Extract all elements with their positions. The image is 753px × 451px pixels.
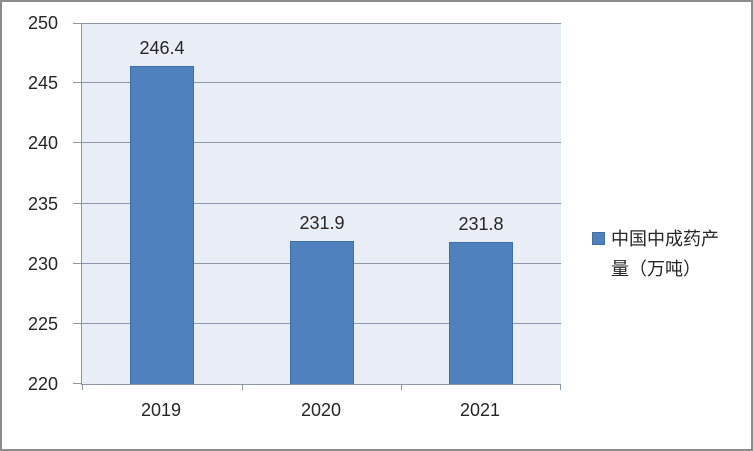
plot-area: 246.4 231.9 231.8 <box>73 23 561 390</box>
y-tick-label: 250 <box>27 13 58 33</box>
y-axis-tick <box>73 323 81 324</box>
y-tick-label: 225 <box>27 314 58 334</box>
y-axis-tick <box>73 82 81 83</box>
bar-2020 <box>290 241 354 384</box>
y-axis-tick <box>73 383 81 384</box>
x-tick-label: 2020 <box>300 400 342 420</box>
y-axis-tick <box>73 203 81 204</box>
gridline <box>82 82 561 83</box>
y-tick-label: 220 <box>27 374 58 394</box>
data-label: 231.9 <box>299 213 345 233</box>
gridline <box>82 203 561 204</box>
data-label: 231.8 <box>458 214 504 234</box>
gridline <box>82 142 561 143</box>
legend-label-line2: 量（万吨） <box>611 259 701 279</box>
legend-label: 中国中成药产 量（万吨） <box>611 224 729 284</box>
bar-2019 <box>130 66 194 384</box>
x-tick-label: 2019 <box>140 400 182 420</box>
legend-label-line1: 中国中成药产 <box>611 229 719 249</box>
data-label: 246.4 <box>139 38 185 58</box>
y-axis-tick <box>73 142 81 143</box>
bar-2021 <box>449 242 513 384</box>
y-tick-label: 230 <box>27 254 58 274</box>
x-axis-tick <box>401 384 402 390</box>
y-tick-label: 240 <box>27 133 58 153</box>
y-axis-tick <box>73 23 81 24</box>
gridline <box>82 23 561 24</box>
legend: 中国中成药产 量（万吨） <box>592 224 729 284</box>
x-tick-label: 2021 <box>459 400 501 420</box>
y-axis-tick <box>73 263 81 264</box>
x-axis-tick <box>242 384 243 390</box>
y-tick-label: 235 <box>27 194 58 214</box>
y-tick-label: 245 <box>27 73 58 93</box>
x-axis-tick <box>560 384 561 390</box>
legend-marker-icon <box>592 232 605 245</box>
x-axis-tick <box>82 384 83 390</box>
